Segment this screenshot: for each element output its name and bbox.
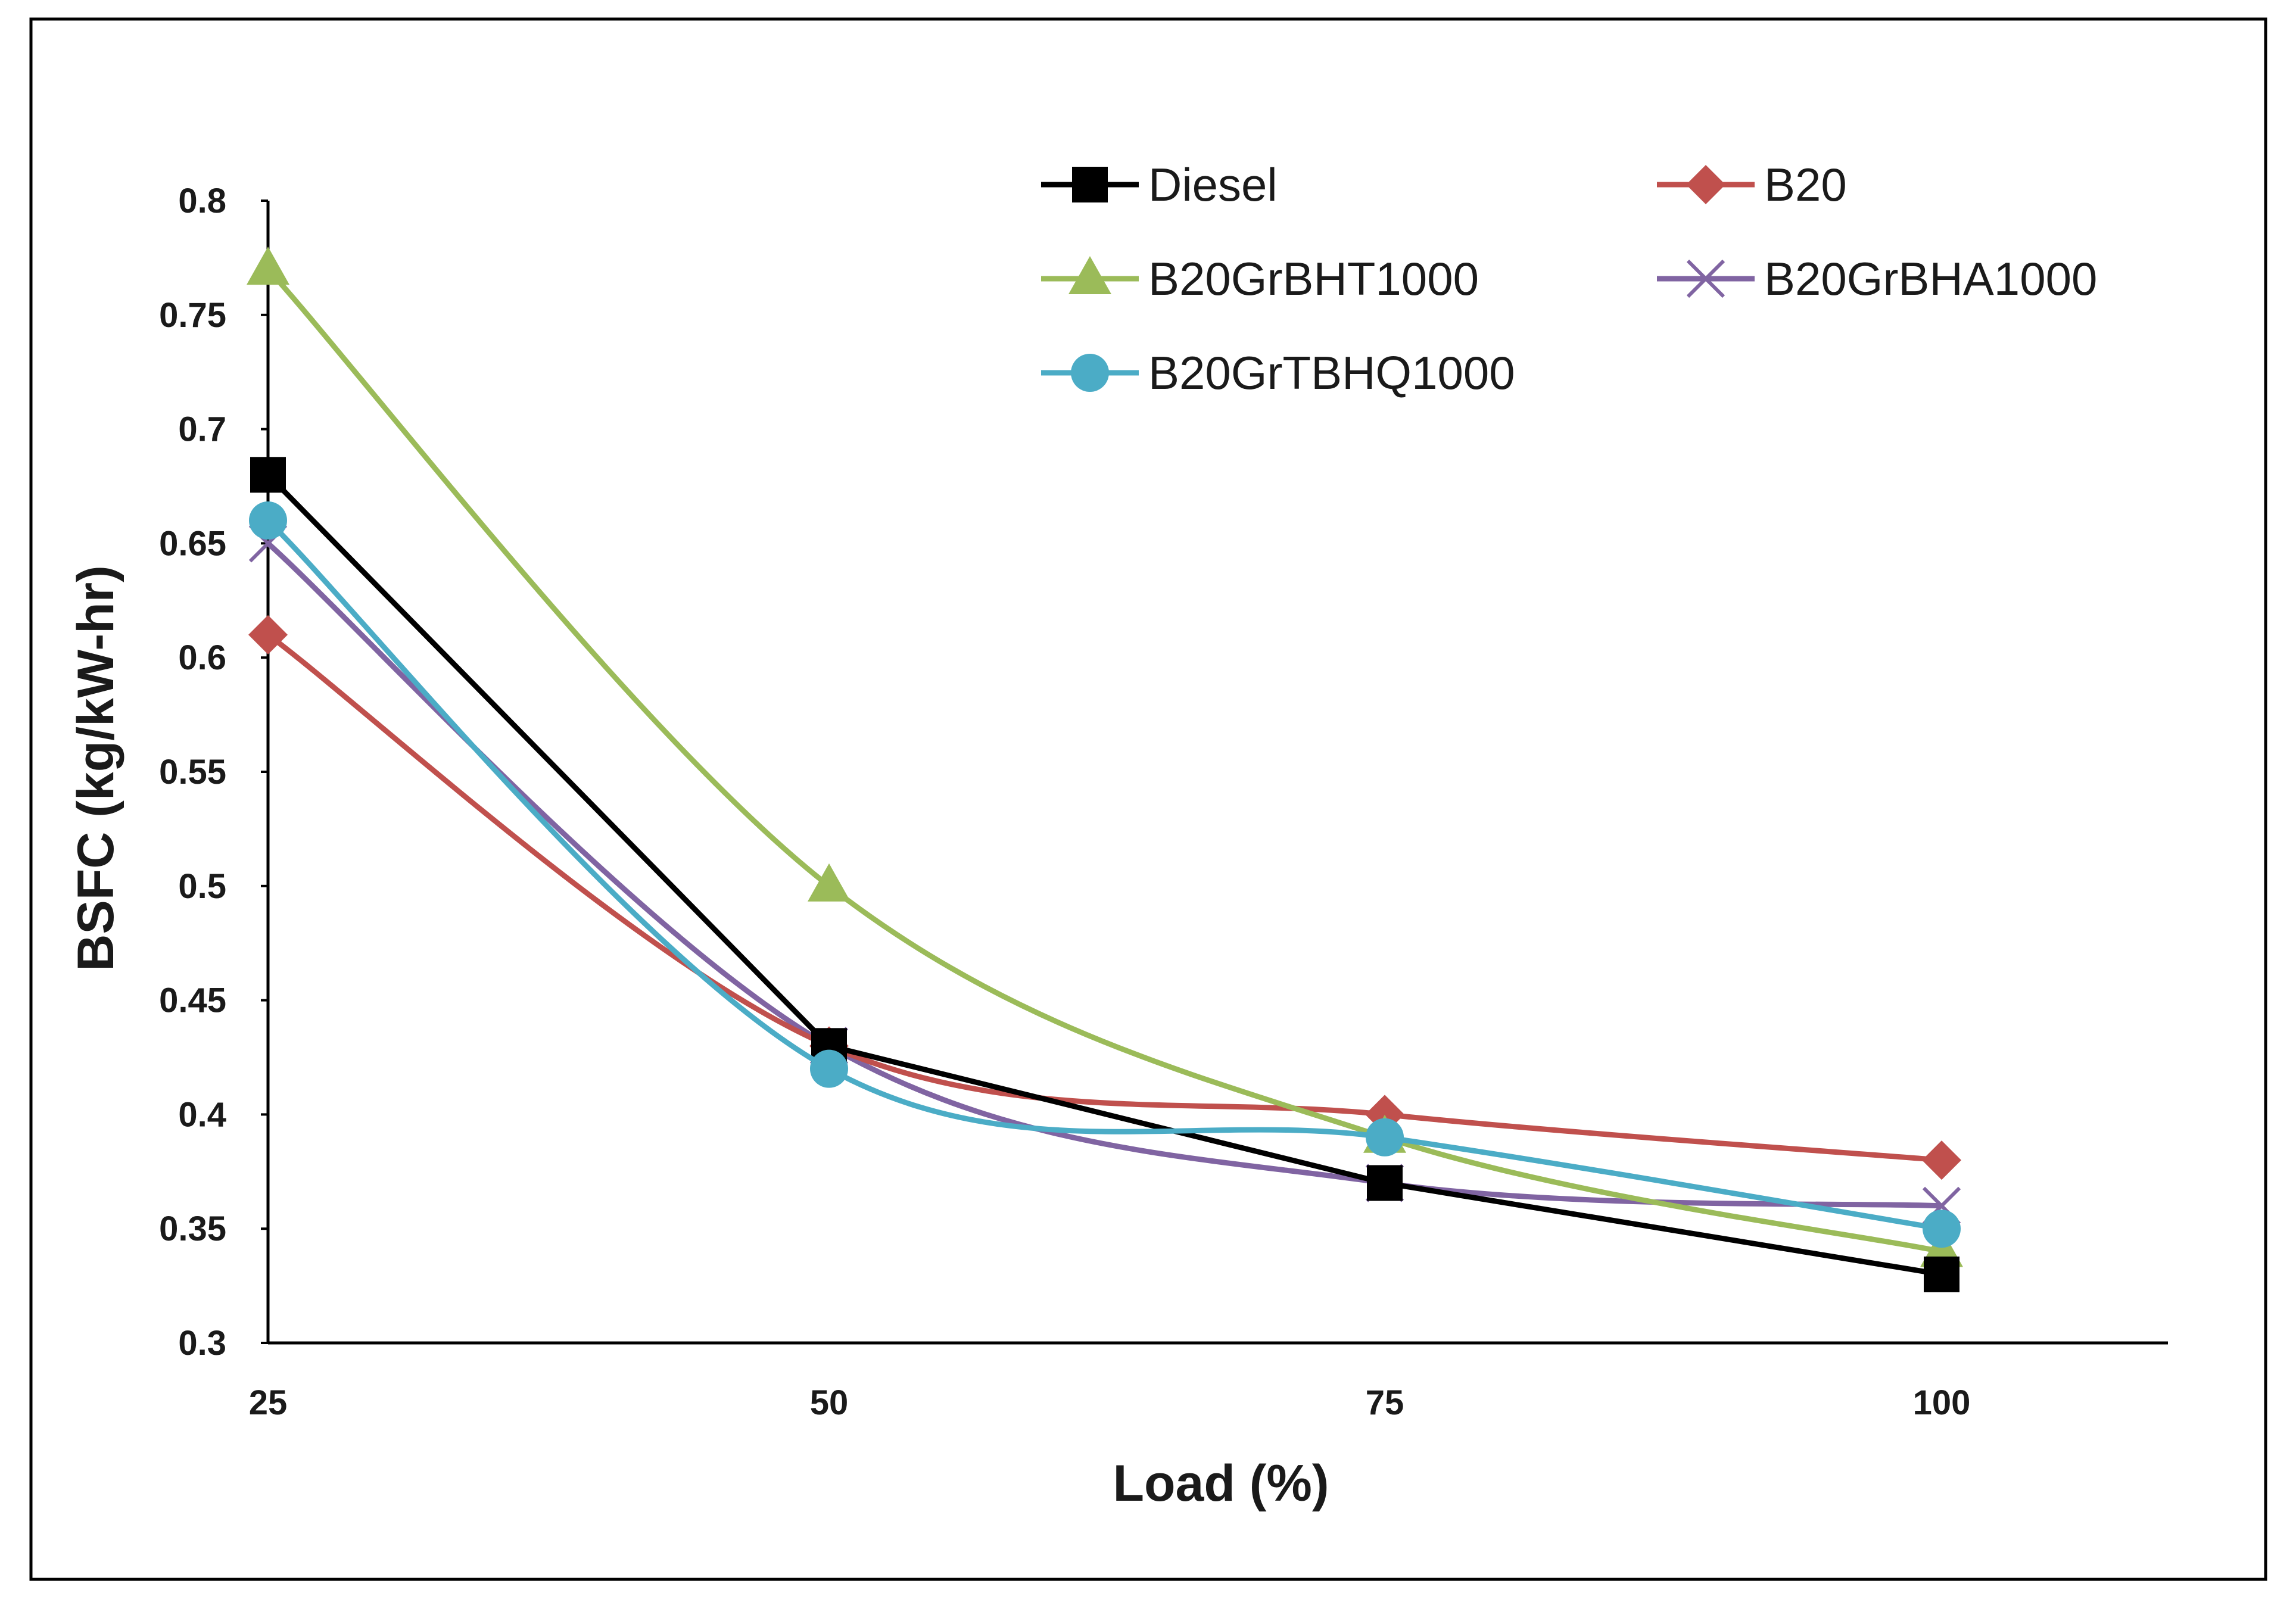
- chart-border: [29, 17, 2267, 1581]
- legend-item-b20: B20: [1657, 158, 1847, 211]
- legend-marker-b20grtbhq1000: [1071, 354, 1109, 392]
- data-point-b20: [1922, 1140, 1961, 1180]
- data-point-b20grtbhq1000: [810, 1049, 848, 1088]
- y-tick-label: 0.65: [159, 524, 226, 563]
- y-tick-label: 0.7: [178, 410, 226, 449]
- y-tick-label: 0.5: [178, 867, 226, 906]
- y-tick-label: 0.8: [178, 182, 226, 220]
- series-b20grtbhq1000: [249, 501, 1961, 1248]
- y-tick-label: 0.4: [178, 1095, 226, 1134]
- y-tick-label: 0.45: [159, 981, 226, 1020]
- data-point-diesel: [1924, 1256, 1959, 1292]
- y-axis-title: BSFC (kg/kW-hr): [67, 565, 124, 971]
- series-line-b20grbht1000: [266, 267, 1942, 1254]
- legend-marker-b20grbht1000: [1068, 256, 1111, 294]
- x-tick-label: 75: [1366, 1383, 1404, 1422]
- legend-item-b20grbha1000: B20GrBHA1000: [1657, 253, 2097, 305]
- data-point-b20grbht1000: [808, 863, 851, 902]
- legend-marker-b20grbha1000: [1686, 259, 1725, 298]
- legend-label-b20grtbhq1000: B20GrTBHQ1000: [1148, 347, 1515, 399]
- data-point-b20grbht1000: [247, 247, 289, 285]
- x-tick-label: 50: [810, 1383, 849, 1422]
- legend-item-b20grtbhq1000: B20GrTBHQ1000: [1041, 347, 1515, 399]
- data-point-diesel: [1367, 1165, 1403, 1201]
- y-tick-label: 0.3: [178, 1324, 226, 1363]
- legend-item-diesel: Diesel: [1041, 158, 1278, 211]
- legend-label-b20grbha1000: B20GrBHA1000: [1764, 253, 2097, 305]
- series-line-diesel: [266, 473, 1942, 1277]
- series-line-b20grtbhq1000: [266, 518, 1942, 1232]
- legend-marker-b20: [1686, 165, 1725, 204]
- y-tick-label: 0.55: [159, 753, 226, 791]
- y-tick-label: 0.75: [159, 296, 226, 335]
- y-tick-label: 0.6: [178, 638, 226, 677]
- data-point-b20grtbhq1000: [249, 501, 287, 540]
- data-point-diesel: [250, 457, 286, 493]
- legend-item-b20grbht1000: B20GrBHT1000: [1041, 253, 1479, 305]
- y-tick-label: 0.35: [159, 1210, 226, 1248]
- x-axis-title: Load (%): [1113, 1455, 1329, 1512]
- data-point-b20: [248, 615, 288, 654]
- series-line-b20: [266, 632, 1942, 1163]
- legend-label-b20grbht1000: B20GrBHT1000: [1148, 253, 1479, 305]
- data-point-b20grtbhq1000: [1923, 1210, 1961, 1248]
- x-tick-label: 100: [1913, 1383, 1971, 1422]
- data-point-b20grtbhq1000: [1366, 1118, 1404, 1157]
- legend-label-diesel: Diesel: [1148, 158, 1278, 211]
- legend-marker-diesel: [1072, 167, 1108, 202]
- legend-label-b20: B20: [1764, 158, 1847, 211]
- x-tick-label: 25: [249, 1383, 288, 1422]
